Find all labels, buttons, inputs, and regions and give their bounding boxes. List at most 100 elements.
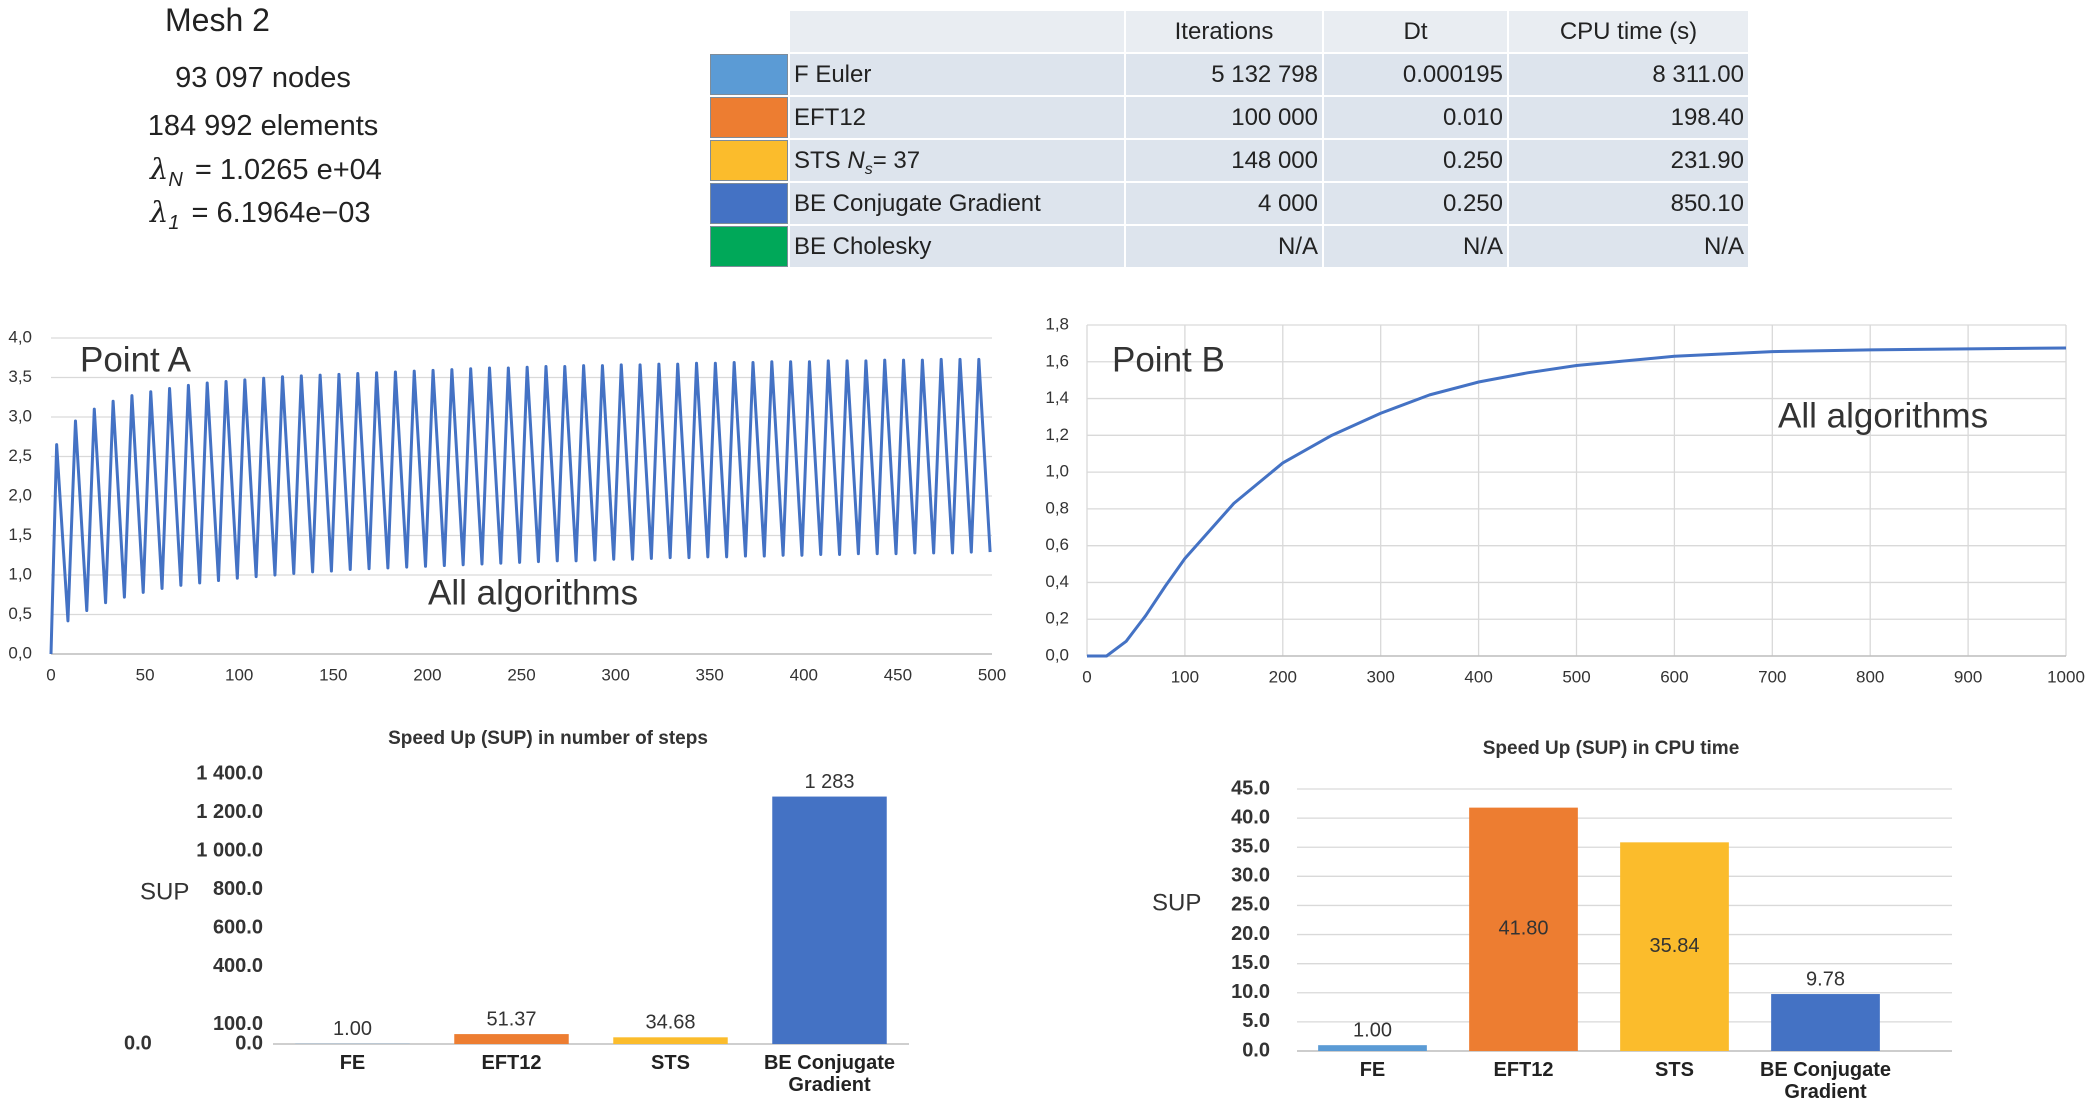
table-header-cell: CPU time (s) <box>1509 11 1748 52</box>
y-tick-label: 1 400.0 <box>196 762 263 784</box>
table-cell: 100 000 <box>1126 97 1322 138</box>
bar <box>1771 994 1880 1051</box>
table-cell: 231.90 <box>1509 140 1748 181</box>
table-cell: 8 311.00 <box>1509 54 1748 95</box>
y-tick-label: 0,2 <box>1045 609 1069 628</box>
annotation: All algorithms <box>428 573 638 612</box>
value-label: 9.78 <box>1806 968 1845 990</box>
y-tick-label: 0,0 <box>8 643 32 662</box>
data-line <box>49 357 992 655</box>
bar <box>1318 1045 1427 1051</box>
value-label: 1.00 <box>333 1018 372 1040</box>
y-tick-label: 15.0 <box>1231 952 1270 974</box>
y-tick-label: 1,2 <box>1045 425 1069 444</box>
value-label: 35.84 <box>1649 935 1699 957</box>
table-cell: 4 000 <box>1126 183 1322 224</box>
value-label: 51.37 <box>486 1008 536 1030</box>
row-name: BE Cholesky <box>790 226 1124 267</box>
x-tick-label: 100 <box>1171 667 1199 686</box>
lambda-value: = 1.0265 e+04 <box>194 154 382 186</box>
x-tick-label: 500 <box>978 665 1006 684</box>
y-tick-label: 25.0 <box>1231 894 1270 916</box>
annotation: 0.0 <box>124 1032 152 1054</box>
y-tick-label: 4,0 <box>8 327 32 346</box>
chart-title: Speed Up (SUP) in number of steps <box>388 728 708 749</box>
y-tick-label: 30.0 <box>1231 865 1270 887</box>
y-tick-label: 40.0 <box>1231 806 1270 828</box>
table-cell: 198.40 <box>1509 97 1748 138</box>
legend-swatch <box>710 97 788 138</box>
x-tick-label: BE Conjugate Gradient <box>763 1052 896 1096</box>
y-tick-label: 2,5 <box>8 446 32 465</box>
value-label: 1.00 <box>1353 1019 1392 1041</box>
table-header-cell: Iterations <box>1126 11 1322 52</box>
y-tick-label: 1 000.0 <box>196 839 263 861</box>
y-tick-label: 0.0 <box>1242 1039 1270 1061</box>
y-tick-label: 0,6 <box>1045 535 1069 554</box>
y-tick-label: 0,0 <box>1045 645 1069 664</box>
y-tick-label: 1,8 <box>1045 314 1069 333</box>
y-tick-label: 10.0 <box>1231 981 1270 1003</box>
y-tick-label: 0,8 <box>1045 498 1069 517</box>
table-cell: 0.000195 <box>1324 54 1507 95</box>
x-tick-label: 400 <box>1464 667 1492 686</box>
value-label: 41.80 <box>1498 918 1548 940</box>
x-tick-label: EFT12 <box>481 1052 542 1074</box>
x-tick-label: 350 <box>696 665 724 684</box>
symbol: λ <box>150 195 169 229</box>
y-tick-label: 35.0 <box>1231 836 1270 858</box>
table-cell: 0.250 <box>1324 183 1507 224</box>
table-header-cell <box>790 11 1124 52</box>
lambda-value: = 6.1964e−03 <box>191 197 371 229</box>
x-tick-label: 0 <box>1082 667 1091 686</box>
mesh-lambda: λ1 = 6.1964e−03 <box>150 195 371 235</box>
bar <box>613 1037 728 1044</box>
y-tick-label: 1,0 <box>1045 462 1069 481</box>
y-tick-label: 1,4 <box>1045 388 1069 407</box>
row-name: BE Conjugate Gradient <box>790 183 1124 224</box>
y-tick-label: 0.0 <box>235 1032 263 1054</box>
x-tick-label: FE <box>1359 1059 1386 1081</box>
y-tick-label: 1 200.0 <box>196 801 263 823</box>
table-header-cell: Dt <box>1324 11 1507 52</box>
x-tick-label: 500 <box>1562 667 1590 686</box>
x-tick-label: 100 <box>225 665 253 684</box>
y-tick-label: 2,0 <box>8 485 32 504</box>
name-part: s <box>864 160 873 178</box>
y-tick-label: 45.0 <box>1231 777 1270 799</box>
table-cell: 850.10 <box>1509 183 1748 224</box>
x-tick-label: 150 <box>319 665 347 684</box>
x-tick-label: BE Conjugate Gradient <box>1759 1059 1892 1103</box>
row-name: STS Ns= 37 <box>790 140 1124 181</box>
mesh-title: Mesh 2 <box>165 2 270 38</box>
y-tick-label: 1,0 <box>8 564 32 583</box>
x-tick-label: 700 <box>1758 667 1786 686</box>
y-tick-label: 1,6 <box>1045 351 1069 370</box>
x-tick-label: 1000 <box>2047 667 2085 686</box>
subscript: N <box>168 168 183 191</box>
symbol: λ <box>150 152 169 186</box>
mesh-nodes: 93 097 nodes <box>175 62 351 94</box>
x-tick-label: EFT12 <box>1493 1059 1554 1081</box>
name-part: = 37 <box>872 147 921 174</box>
row-name: F Euler <box>790 54 1124 95</box>
x-tick-label: 800 <box>1856 667 1884 686</box>
x-tick-label: 250 <box>507 665 535 684</box>
x-tick-label: STS <box>1655 1059 1694 1081</box>
y-tick-label: 1,5 <box>8 525 32 544</box>
y-tick-label: 0,5 <box>8 604 32 623</box>
name-part: STS <box>794 147 848 174</box>
x-tick-label: 900 <box>1954 667 1982 686</box>
bar <box>772 796 887 1044</box>
name-part: N <box>847 147 865 174</box>
x-tick-label: 200 <box>413 665 441 684</box>
y-axis-label: SUP <box>1152 889 1201 916</box>
bar <box>454 1034 569 1044</box>
bar <box>1620 842 1729 1051</box>
table-cell: 5 132 798 <box>1126 54 1322 95</box>
subscript: 1 <box>168 211 180 234</box>
legend-swatch <box>710 140 788 181</box>
y-tick-label: 600.0 <box>213 917 263 939</box>
value-label: 34.68 <box>645 1012 695 1034</box>
